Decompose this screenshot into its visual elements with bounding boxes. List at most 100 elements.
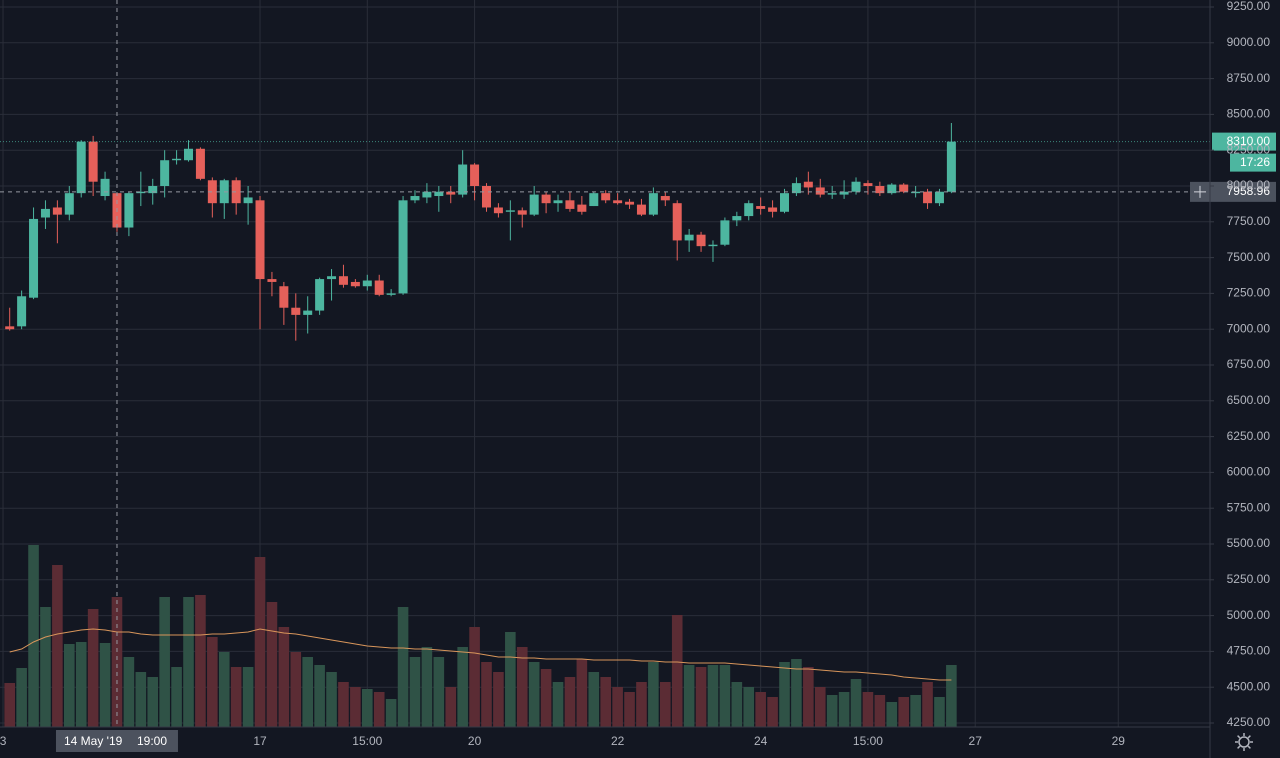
y-tick-label: 6750.00: [1227, 357, 1271, 371]
settings-icon[interactable]: [1235, 733, 1253, 751]
y-tick-label: 4250.00: [1227, 715, 1271, 729]
volume-bar: [135, 672, 147, 727]
volume-bar: [433, 657, 445, 727]
volume-bar: [75, 642, 87, 727]
crosshair-time-badge: [55, 730, 178, 752]
candle-body: [505, 210, 515, 212]
y-tick-label: 9250.00: [1227, 0, 1271, 13]
candle-body: [899, 184, 909, 192]
volume-bar: [505, 632, 516, 727]
volume-bar: [314, 665, 325, 727]
candle-body: [40, 208, 50, 218]
candle-body: [76, 141, 86, 194]
volume-bar: [886, 702, 898, 727]
y-tick-label: 8000.00: [1227, 178, 1271, 192]
candle-body: [732, 216, 742, 221]
volume-bar: [493, 672, 504, 727]
volume-bar: [755, 692, 766, 727]
volume-bar: [266, 602, 278, 727]
y-tick-label: 7250.00: [1227, 286, 1271, 300]
volume-bar: [409, 657, 421, 727]
candle-body: [398, 200, 408, 294]
candle-body: [780, 193, 789, 212]
candle-body: [541, 194, 551, 204]
volume-bar: [874, 695, 886, 727]
candle-body: [756, 206, 766, 209]
candle-body: [5, 326, 15, 330]
candle-body: [482, 186, 491, 208]
volume-bar: [922, 682, 933, 727]
y-tick-label: 4750.00: [1227, 644, 1271, 658]
candle-body: [207, 180, 217, 204]
volume-bar: [16, 668, 27, 727]
volume-bar: [159, 597, 170, 727]
volume-bar: [814, 687, 826, 727]
candle-body: [327, 276, 337, 280]
volume-bar: [528, 662, 540, 727]
volume-bar: [862, 692, 874, 727]
y-tick-label: 6250.00: [1227, 429, 1271, 443]
volume-bar: [207, 637, 218, 727]
candle-body: [529, 194, 539, 215]
volume-bar: [683, 665, 695, 727]
candle-body: [255, 200, 265, 280]
volume-bar: [373, 692, 385, 727]
volume-bar: [850, 679, 862, 727]
volume-bar: [421, 647, 433, 727]
volume-bar: [636, 682, 647, 727]
y-tick-label: 7500.00: [1227, 250, 1271, 264]
crosshair-date-label: 14 May '19: [64, 734, 123, 748]
candle-body: [160, 160, 170, 186]
candle-body: [636, 204, 646, 215]
candle-body: [243, 197, 253, 204]
candle-body: [434, 191, 444, 197]
candle-body: [493, 207, 503, 214]
volume-bar: [254, 557, 266, 727]
volume-bar: [290, 652, 302, 727]
candle-body: [446, 191, 456, 195]
candles: [5, 122, 956, 341]
candle-body: [768, 207, 778, 212]
volume-bar: [516, 647, 528, 727]
volume-bar: [767, 697, 778, 727]
x-tick-label: 20: [468, 734, 482, 748]
candle-body: [124, 193, 134, 228]
volume-bar: [99, 643, 111, 727]
y-tick-label: 8750.00: [1227, 71, 1271, 85]
volume-bar: [838, 692, 850, 727]
candle-body: [422, 191, 432, 198]
volume-bar: [743, 687, 755, 727]
candle-body: [613, 200, 623, 204]
y-tick-label: 8250.00: [1227, 142, 1271, 156]
volume-bar: [183, 597, 194, 727]
countdown-badge: [1230, 153, 1276, 172]
volume-bar: [350, 687, 361, 727]
volume-bar: [111, 597, 123, 727]
volume-bar: [588, 672, 600, 727]
last-price-label: 8310.00: [1227, 134, 1271, 148]
volume-bar: [803, 667, 814, 727]
candle-body: [88, 141, 98, 182]
volume-bar: [147, 677, 159, 727]
candle-body: [648, 193, 658, 215]
x-tick-label: 15:00: [853, 734, 883, 748]
volume-bar: [171, 667, 182, 727]
candle-body: [589, 193, 599, 207]
volume-bar: [4, 683, 16, 727]
y-tick-label: 7750.00: [1227, 214, 1271, 228]
candle-body: [52, 207, 62, 215]
volume-bar: [445, 687, 457, 727]
crosshair-price-badge: [1190, 181, 1276, 202]
volume-bar: [695, 667, 707, 727]
candle-body: [827, 193, 837, 195]
candle-body: [136, 191, 146, 194]
y-tick-label: 5750.00: [1227, 500, 1271, 514]
candle-body: [863, 183, 873, 186]
volume-bar: [385, 699, 397, 727]
candle-body: [29, 218, 39, 298]
candle-body: [517, 210, 527, 215]
candle-body: [946, 141, 956, 192]
volume-bar: [242, 667, 254, 727]
x-tick-label: 3: [0, 734, 7, 748]
crosshair-plus: [1194, 185, 1206, 198]
